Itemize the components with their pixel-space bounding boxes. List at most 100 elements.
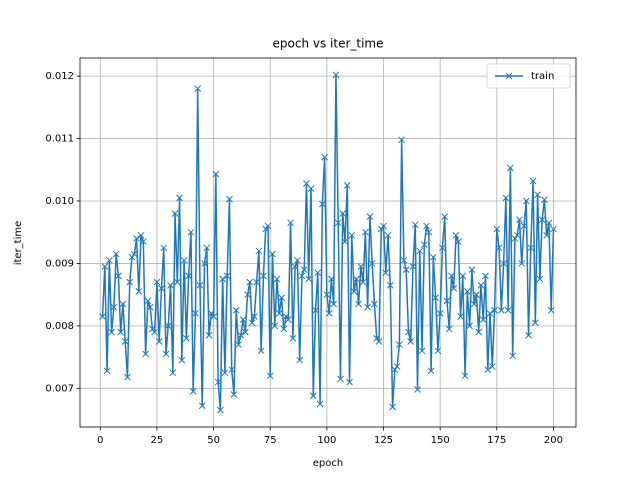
data-point <box>155 338 163 345</box>
data-point <box>185 272 193 280</box>
data-point <box>364 303 372 311</box>
data-point <box>375 338 383 345</box>
data-point <box>534 191 541 199</box>
data-point <box>226 195 233 203</box>
data-point <box>130 250 138 258</box>
data-point <box>194 85 202 92</box>
data-point <box>536 275 544 283</box>
data-point <box>228 366 236 373</box>
data-point <box>99 313 106 320</box>
data-point <box>198 402 206 410</box>
data-point <box>264 222 272 230</box>
data-point <box>187 228 195 236</box>
data-point <box>124 373 131 381</box>
data-point <box>346 378 353 386</box>
data-point <box>180 256 188 264</box>
data-point <box>298 272 306 280</box>
data-point <box>284 316 292 323</box>
data-point <box>384 231 392 239</box>
data-point <box>525 331 532 339</box>
data-point <box>314 269 322 277</box>
data-point <box>275 310 283 317</box>
data-point <box>280 325 288 333</box>
data-point <box>468 266 476 274</box>
data-point <box>348 231 356 239</box>
data-point <box>507 164 514 172</box>
data-point <box>547 306 555 314</box>
data-point <box>391 366 399 373</box>
data-point <box>203 244 211 252</box>
data-point <box>255 247 263 255</box>
y-tick-label: 0.011 <box>45 134 74 145</box>
data-point <box>484 366 492 373</box>
data-point <box>237 331 245 339</box>
data-point <box>359 278 367 286</box>
data-point <box>355 300 362 308</box>
data-point <box>366 213 374 220</box>
data-point <box>436 310 444 317</box>
data-point <box>289 334 297 342</box>
data-point <box>382 269 390 277</box>
data-point <box>248 319 256 327</box>
y-axis-label: iter_time <box>13 221 24 266</box>
data-point <box>121 338 129 345</box>
data-point <box>518 260 526 267</box>
data-point <box>459 272 467 280</box>
data-point <box>418 347 426 355</box>
data-point <box>164 322 172 330</box>
data-point <box>541 196 548 204</box>
data-point <box>205 331 213 339</box>
data-point <box>454 238 462 245</box>
data-point <box>373 334 381 342</box>
data-point <box>108 328 115 336</box>
data-point <box>119 300 127 308</box>
data-point <box>502 194 510 202</box>
data-point <box>142 350 149 358</box>
data-point <box>332 71 340 79</box>
data-point <box>103 367 111 375</box>
data-point <box>495 244 503 252</box>
data-point <box>214 378 222 386</box>
data-point <box>393 363 401 370</box>
data-point <box>139 238 147 245</box>
data-point <box>543 231 551 239</box>
data-point <box>117 328 125 336</box>
data-point <box>400 256 408 264</box>
data-point <box>144 297 152 305</box>
data-point <box>493 225 501 233</box>
data-point <box>318 200 326 208</box>
data-point <box>423 222 430 230</box>
data-point <box>105 256 113 264</box>
x-tick-label: 125 <box>374 435 393 446</box>
data-point <box>271 322 279 330</box>
data-point <box>269 250 276 258</box>
data-point <box>491 306 498 314</box>
data-point <box>441 213 449 220</box>
data-point <box>273 275 281 283</box>
data-point <box>414 386 421 393</box>
data-point <box>287 219 294 227</box>
data-point <box>389 403 396 411</box>
data-point <box>312 306 319 314</box>
x-tick-label: 150 <box>431 435 450 446</box>
data-point <box>128 253 136 261</box>
data-point <box>309 392 317 400</box>
data-point <box>212 170 220 178</box>
y-tick-label: 0.010 <box>45 196 74 207</box>
data-point <box>126 278 134 286</box>
data-point <box>223 272 231 280</box>
data-point <box>463 288 471 295</box>
data-point <box>241 328 249 336</box>
data-point <box>545 219 553 227</box>
data-point <box>230 391 238 398</box>
y-tick-label: 0.008 <box>45 321 74 332</box>
data-point <box>522 197 530 205</box>
data-point <box>473 291 480 298</box>
data-point <box>196 281 204 289</box>
legend-label: train <box>531 71 554 82</box>
data-point <box>371 300 378 308</box>
x-tick-label: 25 <box>151 435 164 446</box>
data-point <box>217 406 224 414</box>
data-point <box>513 231 521 239</box>
